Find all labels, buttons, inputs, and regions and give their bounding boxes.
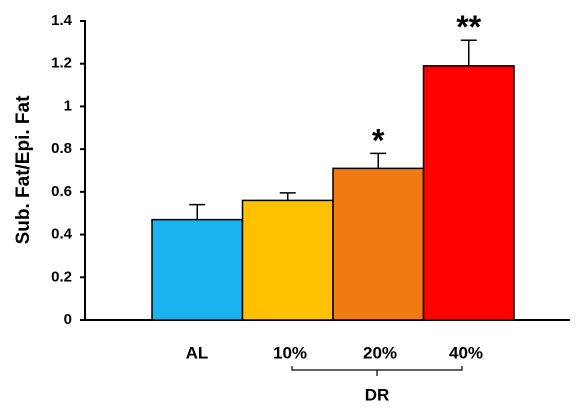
group-label: DR	[365, 385, 390, 404]
y-tick-label: 1.2	[51, 55, 72, 72]
y-tick-label: 0.4	[51, 226, 73, 243]
y-tick-label: 0	[64, 311, 72, 328]
bar	[422, 65, 515, 321]
y-tick-label: 1	[64, 97, 72, 114]
x-tick-label: 10%	[273, 343, 307, 362]
bar	[332, 167, 425, 321]
x-tick-label: 40%	[449, 343, 483, 362]
significance-marker: *	[372, 122, 385, 158]
bar	[151, 218, 244, 321]
x-tick-label: 20%	[363, 343, 397, 362]
group-bracket	[291, 366, 463, 376]
y-tick-label: 0.6	[51, 183, 72, 200]
x-tick-label: AL	[186, 343, 209, 362]
y-tick-label: 1.4	[51, 12, 73, 29]
y-tick-label: 0.8	[51, 140, 72, 157]
y-tick-label: 0.2	[51, 268, 72, 285]
significance-marker: **	[456, 9, 481, 45]
bar	[241, 199, 334, 321]
y-axis-label: Sub. Fat/Epi. Fat	[13, 95, 34, 245]
